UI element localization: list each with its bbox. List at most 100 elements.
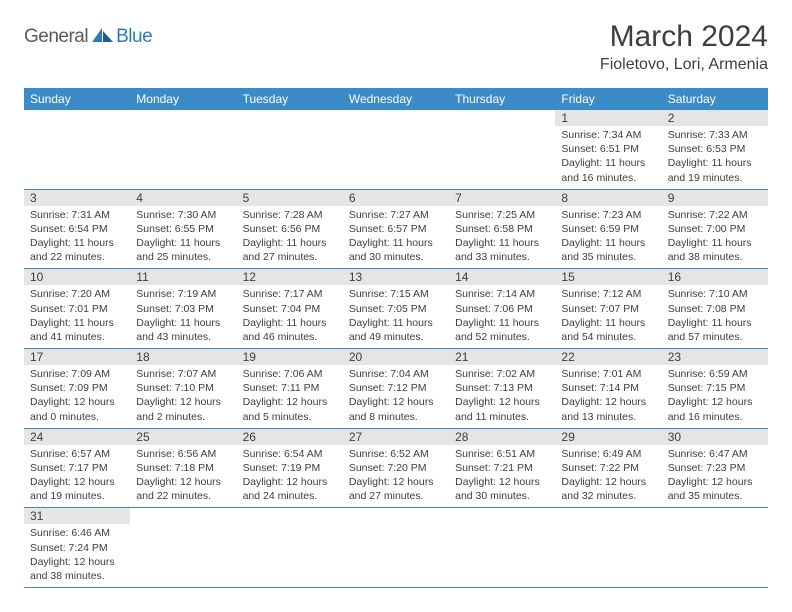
calendar-cell: 18Sunrise: 7:07 AMSunset: 7:10 PMDayligh… (130, 349, 236, 429)
day-body: Sunrise: 7:30 AMSunset: 6:55 PMDaylight:… (130, 206, 236, 269)
sunrise-text: Sunrise: 6:54 AM (243, 447, 337, 461)
daylight-text: Daylight: 11 hours and 30 minutes. (349, 236, 443, 264)
day-number: 22 (555, 349, 661, 365)
sunrise-text: Sunrise: 7:09 AM (30, 367, 124, 381)
calendar-cell (555, 508, 661, 588)
calendar-cell: 3Sunrise: 7:31 AMSunset: 6:54 PMDaylight… (24, 189, 130, 269)
sunset-text: Sunset: 7:01 PM (30, 302, 124, 316)
day-number: 3 (24, 190, 130, 206)
daylight-text: Daylight: 11 hours and 41 minutes. (30, 316, 124, 344)
logo-sail-icon (92, 28, 114, 42)
sunset-text: Sunset: 6:53 PM (668, 142, 762, 156)
daylight-text: Daylight: 11 hours and 52 minutes. (455, 316, 549, 344)
sunset-text: Sunset: 7:09 PM (30, 381, 124, 395)
sunset-text: Sunset: 6:57 PM (349, 222, 443, 236)
day-body: Sunrise: 7:28 AMSunset: 6:56 PMDaylight:… (237, 206, 343, 269)
weekday-sat: Saturday (662, 88, 768, 110)
daylight-text: Daylight: 11 hours and 49 minutes. (349, 316, 443, 344)
sunset-text: Sunset: 7:23 PM (668, 461, 762, 475)
sunrise-text: Sunrise: 6:56 AM (136, 447, 230, 461)
calendar-cell: 16Sunrise: 7:10 AMSunset: 7:08 PMDayligh… (662, 269, 768, 349)
calendar-cell: 12Sunrise: 7:17 AMSunset: 7:04 PMDayligh… (237, 269, 343, 349)
daylight-text: Daylight: 12 hours and 30 minutes. (455, 475, 549, 503)
sunset-text: Sunset: 7:24 PM (30, 541, 124, 555)
day-number: 18 (130, 349, 236, 365)
sunrise-text: Sunrise: 6:57 AM (30, 447, 124, 461)
daylight-text: Daylight: 11 hours and 19 minutes. (668, 156, 762, 184)
day-number: 19 (237, 349, 343, 365)
day-number: 4 (130, 190, 236, 206)
sunset-text: Sunset: 7:03 PM (136, 302, 230, 316)
day-body: Sunrise: 6:56 AMSunset: 7:18 PMDaylight:… (130, 445, 236, 508)
day-number: 12 (237, 269, 343, 285)
daylight-text: Daylight: 11 hours and 38 minutes. (668, 236, 762, 264)
day-number: 14 (449, 269, 555, 285)
logo: General Blue (24, 20, 152, 48)
calendar-cell: . (343, 110, 449, 189)
calendar-cell: 21Sunrise: 7:02 AMSunset: 7:13 PMDayligh… (449, 349, 555, 429)
daylight-text: Daylight: 11 hours and 22 minutes. (30, 236, 124, 264)
sunrise-text: Sunrise: 6:46 AM (30, 526, 124, 540)
sunset-text: Sunset: 6:55 PM (136, 222, 230, 236)
daylight-text: Daylight: 11 hours and 16 minutes. (561, 156, 655, 184)
calendar-cell: . (237, 110, 343, 189)
daylight-text: Daylight: 12 hours and 16 minutes. (668, 395, 762, 423)
sunrise-text: Sunrise: 7:30 AM (136, 208, 230, 222)
calendar-cell: 9Sunrise: 7:22 AMSunset: 7:00 PMDaylight… (662, 189, 768, 269)
day-number: 17 (24, 349, 130, 365)
calendar-row: 3Sunrise: 7:31 AMSunset: 6:54 PMDaylight… (24, 189, 768, 269)
calendar-cell: 25Sunrise: 6:56 AMSunset: 7:18 PMDayligh… (130, 428, 236, 508)
sunrise-text: Sunrise: 6:59 AM (668, 367, 762, 381)
calendar-cell: 28Sunrise: 6:51 AMSunset: 7:21 PMDayligh… (449, 428, 555, 508)
day-body: Sunrise: 6:59 AMSunset: 7:15 PMDaylight:… (662, 365, 768, 428)
day-body: Sunrise: 7:10 AMSunset: 7:08 PMDaylight:… (662, 285, 768, 348)
day-number: 30 (662, 429, 768, 445)
day-body: Sunrise: 7:22 AMSunset: 7:00 PMDaylight:… (662, 206, 768, 269)
day-body: Sunrise: 7:31 AMSunset: 6:54 PMDaylight:… (24, 206, 130, 269)
daylight-text: Daylight: 11 hours and 25 minutes. (136, 236, 230, 264)
calendar-cell: 31Sunrise: 6:46 AMSunset: 7:24 PMDayligh… (24, 508, 130, 588)
day-body: Sunrise: 7:02 AMSunset: 7:13 PMDaylight:… (449, 365, 555, 428)
sunset-text: Sunset: 6:54 PM (30, 222, 124, 236)
sunset-text: Sunset: 7:15 PM (668, 381, 762, 395)
calendar-cell: 10Sunrise: 7:20 AMSunset: 7:01 PMDayligh… (24, 269, 130, 349)
daylight-text: Daylight: 11 hours and 57 minutes. (668, 316, 762, 344)
day-number: 29 (555, 429, 661, 445)
daylight-text: Daylight: 12 hours and 11 minutes. (455, 395, 549, 423)
sunset-text: Sunset: 6:58 PM (455, 222, 549, 236)
calendar-cell: 23Sunrise: 6:59 AMSunset: 7:15 PMDayligh… (662, 349, 768, 429)
day-number: 20 (343, 349, 449, 365)
daylight-text: Daylight: 12 hours and 38 minutes. (30, 555, 124, 583)
sunset-text: Sunset: 7:04 PM (243, 302, 337, 316)
sunrise-text: Sunrise: 7:19 AM (136, 287, 230, 301)
calendar-cell: 5Sunrise: 7:28 AMSunset: 6:56 PMDaylight… (237, 189, 343, 269)
calendar-cell: 13Sunrise: 7:15 AMSunset: 7:05 PMDayligh… (343, 269, 449, 349)
sunrise-text: Sunrise: 7:15 AM (349, 287, 443, 301)
sunset-text: Sunset: 7:00 PM (668, 222, 762, 236)
calendar-cell (343, 508, 449, 588)
day-number: 8 (555, 190, 661, 206)
day-number: 13 (343, 269, 449, 285)
calendar-cell: 26Sunrise: 6:54 AMSunset: 7:19 PMDayligh… (237, 428, 343, 508)
day-body: Sunrise: 6:51 AMSunset: 7:21 PMDaylight:… (449, 445, 555, 508)
sunset-text: Sunset: 7:12 PM (349, 381, 443, 395)
sunrise-text: Sunrise: 7:20 AM (30, 287, 124, 301)
sunset-text: Sunset: 7:14 PM (561, 381, 655, 395)
day-body: Sunrise: 7:17 AMSunset: 7:04 PMDaylight:… (237, 285, 343, 348)
sunset-text: Sunset: 7:13 PM (455, 381, 549, 395)
day-body: Sunrise: 6:57 AMSunset: 7:17 PMDaylight:… (24, 445, 130, 508)
day-body: Sunrise: 6:54 AMSunset: 7:19 PMDaylight:… (237, 445, 343, 508)
sunrise-text: Sunrise: 7:23 AM (561, 208, 655, 222)
day-body: Sunrise: 7:04 AMSunset: 7:12 PMDaylight:… (343, 365, 449, 428)
sunrise-text: Sunrise: 7:14 AM (455, 287, 549, 301)
calendar-cell: 8Sunrise: 7:23 AMSunset: 6:59 PMDaylight… (555, 189, 661, 269)
daylight-text: Daylight: 11 hours and 33 minutes. (455, 236, 549, 264)
calendar-row: 10Sunrise: 7:20 AMSunset: 7:01 PMDayligh… (24, 269, 768, 349)
day-body: Sunrise: 7:09 AMSunset: 7:09 PMDaylight:… (24, 365, 130, 428)
day-body: Sunrise: 7:23 AMSunset: 6:59 PMDaylight:… (555, 206, 661, 269)
calendar-cell: 20Sunrise: 7:04 AMSunset: 7:12 PMDayligh… (343, 349, 449, 429)
weekday-sun: Sunday (24, 88, 130, 110)
day-body: Sunrise: 6:46 AMSunset: 7:24 PMDaylight:… (24, 524, 130, 587)
daylight-text: Daylight: 11 hours and 43 minutes. (136, 316, 230, 344)
calendar-row: 24Sunrise: 6:57 AMSunset: 7:17 PMDayligh… (24, 428, 768, 508)
